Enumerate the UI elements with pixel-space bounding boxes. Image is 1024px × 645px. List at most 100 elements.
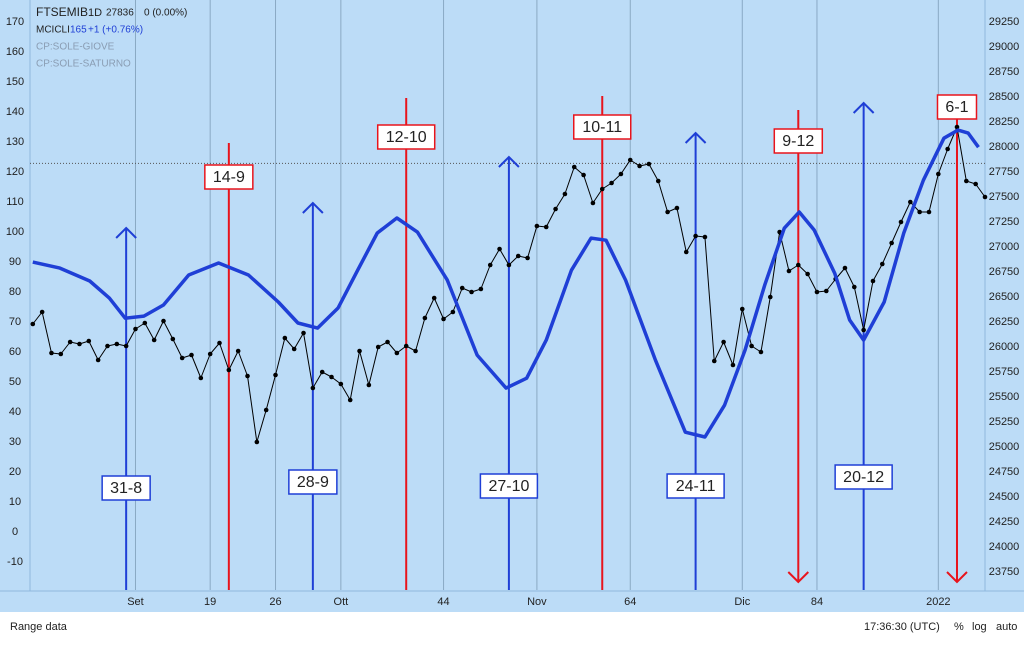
y-tick-label: 110 xyxy=(6,196,24,208)
annotation-label: 20-12 xyxy=(843,469,884,486)
point xyxy=(665,209,670,215)
annotation-box xyxy=(834,464,893,490)
point xyxy=(982,194,988,200)
point xyxy=(319,369,325,375)
point xyxy=(637,163,642,169)
point xyxy=(105,343,110,349)
point xyxy=(170,336,176,342)
annotation-box xyxy=(666,473,725,499)
point xyxy=(394,350,400,356)
range-button[interactable]: Range data xyxy=(10,621,68,633)
point xyxy=(534,223,540,229)
point xyxy=(926,209,932,215)
legend-change: 0 (0.00%) xyxy=(144,8,187,19)
point xyxy=(179,355,185,361)
point xyxy=(478,286,484,292)
point xyxy=(590,200,596,206)
point xyxy=(795,262,801,268)
y-tick-label: 140 xyxy=(6,106,24,118)
legend: FTSEMIB 1D 27836 0 (0.00%) MCICLI 165 +1… xyxy=(36,5,187,69)
point xyxy=(786,268,792,274)
x-tick-label: 44 xyxy=(437,596,449,608)
x-tick-label: 19 xyxy=(204,596,216,608)
point xyxy=(805,271,810,277)
point xyxy=(123,343,129,349)
point xyxy=(730,362,736,368)
point xyxy=(581,172,586,178)
point xyxy=(553,206,558,212)
point xyxy=(450,309,456,315)
y2-tick-label: 23750 xyxy=(989,566,1020,578)
point xyxy=(235,348,241,354)
annotation-label: 28-9 xyxy=(297,474,329,491)
annotation-arrow xyxy=(684,131,707,144)
point xyxy=(310,385,316,391)
y2-tick-label: 29000 xyxy=(989,41,1020,53)
y-tick-label: 100 xyxy=(6,226,24,238)
point xyxy=(627,157,633,163)
point xyxy=(469,289,474,295)
y-tick-label: 130 xyxy=(6,136,24,148)
y-tick-label: 120 xyxy=(6,166,24,178)
y2-tick-label: 28500 xyxy=(989,91,1020,103)
y-tick-label: 40 xyxy=(9,406,21,418)
point xyxy=(161,318,166,324)
y2-tick-label: 24250 xyxy=(989,516,1020,528)
point xyxy=(571,164,577,170)
x-tick-label: 26 xyxy=(269,596,281,608)
y2-tick-label: 25000 xyxy=(989,441,1020,453)
point xyxy=(487,262,493,268)
y-tick-label: 50 xyxy=(9,376,21,388)
footer-bar xyxy=(0,612,1024,640)
y2-tick-label: 27000 xyxy=(989,241,1020,253)
y2-tick-label: 26500 xyxy=(989,291,1020,303)
legend-change: +1 (+0.76%) xyxy=(88,25,143,36)
y-tick-label: -10 xyxy=(7,556,23,568)
point xyxy=(870,278,876,284)
point xyxy=(263,407,269,413)
point xyxy=(842,265,848,271)
x-tick-label: 2022 xyxy=(926,596,950,608)
annotation-box xyxy=(101,475,151,501)
percent-button[interactable]: % xyxy=(954,621,964,633)
point xyxy=(133,326,138,332)
y2-tick-label: 26000 xyxy=(989,341,1020,353)
point xyxy=(721,339,726,345)
point xyxy=(814,289,820,295)
auto-button[interactable]: auto xyxy=(996,621,1017,633)
annotation-label: 14-9 xyxy=(213,169,245,186)
point xyxy=(618,171,624,177)
annotation-box xyxy=(288,469,338,495)
y2-tick-label: 26750 xyxy=(989,266,1020,278)
point xyxy=(245,373,250,379)
y-tick-label: 90 xyxy=(9,256,21,268)
annotation-label: 9-12 xyxy=(782,133,814,150)
annotation-arrow xyxy=(302,201,324,214)
point xyxy=(357,348,362,354)
point xyxy=(291,346,297,352)
point xyxy=(908,199,913,205)
point xyxy=(683,249,689,255)
legend-hidden[interactable]: CP:SOLE-GIOVE xyxy=(36,42,115,53)
point xyxy=(58,351,64,357)
legend-series[interactable]: MCICLI xyxy=(36,25,70,36)
log-button[interactable]: log xyxy=(972,621,987,633)
point xyxy=(403,343,409,349)
annotation-box xyxy=(204,164,254,190)
point xyxy=(655,178,661,184)
y2-tick-label: 27250 xyxy=(989,216,1020,228)
point xyxy=(711,358,717,364)
legend-hidden[interactable]: CP:SOLE-SATURNO xyxy=(36,59,131,70)
legend-series[interactable]: FTSEMIB xyxy=(36,5,88,19)
y-tick-label: 70 xyxy=(9,316,21,328)
point xyxy=(880,261,885,267)
point xyxy=(497,246,502,252)
point xyxy=(767,294,773,300)
point xyxy=(749,343,754,349)
legend-value: 165 xyxy=(70,25,87,36)
point xyxy=(207,351,213,357)
point xyxy=(898,219,904,225)
x-tick-label: Ott xyxy=(334,596,349,608)
y-tick-label: 170 xyxy=(6,16,24,28)
